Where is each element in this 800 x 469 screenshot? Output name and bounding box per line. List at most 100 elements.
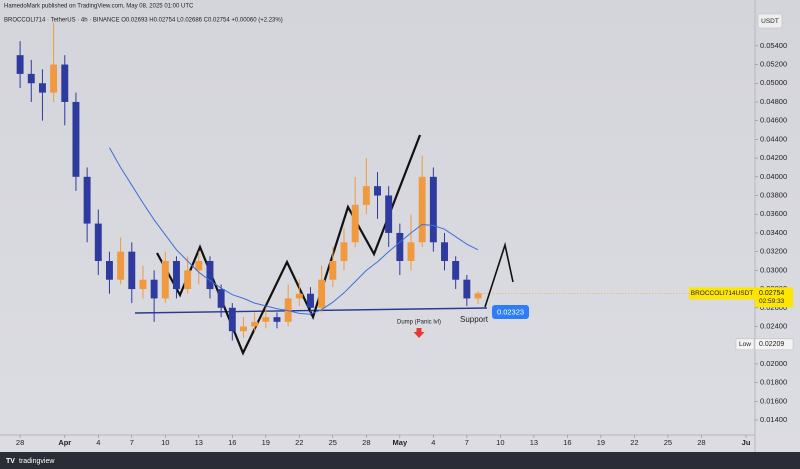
low-label: Low (739, 341, 751, 348)
y-tick-label: 0.03400 (760, 228, 787, 237)
x-tick-label: 13 (195, 438, 203, 447)
x-tick-label: 28 (697, 438, 705, 447)
candle-body (206, 261, 214, 290)
y-tick-label: 0.03200 (760, 247, 787, 256)
y-tick-label: 0.04800 (760, 97, 787, 106)
projection-path (484, 241, 514, 308)
candle-body (173, 261, 180, 290)
countdown: 02:59:33 (759, 298, 785, 305)
x-tick-label: 10 (496, 438, 504, 447)
y-tick-label: 0.04400 (760, 134, 787, 143)
y-tick-label: 0.01600 (760, 396, 787, 405)
low-price-tag (754, 338, 794, 351)
x-tick-label: Ju (742, 438, 751, 447)
candle-body (374, 186, 381, 196)
y-tick-label: 0.05400 (760, 41, 787, 50)
x-tick-label: 13 (530, 438, 538, 447)
support-label: Support (460, 315, 489, 324)
symbol-line: BROCCOLI714 · TetherUS · 4h · BINANCE O0… (4, 18, 283, 24)
y-tick-label: 0.05000 (760, 78, 787, 87)
x-tick-label: 28 (362, 438, 370, 447)
x-tick-label: 22 (295, 438, 303, 447)
candle-body (251, 321, 259, 327)
x-tick-label: 25 (664, 438, 672, 447)
candle-body (474, 293, 482, 299)
x-tick-label: 7 (130, 438, 134, 447)
publisher: HamedoMark published on TradingView.com,… (4, 4, 194, 10)
candle-body (61, 64, 69, 102)
candle-body (72, 101, 80, 177)
moving-average (109, 147, 479, 315)
y-tick-label: 0.02000 (760, 359, 787, 368)
candle-body (117, 251, 125, 280)
candle-body (184, 270, 192, 290)
candle-body (228, 307, 236, 332)
y-tick-label: 0.03600 (760, 209, 787, 218)
x-tick-label: May (393, 438, 408, 447)
candle-body (240, 326, 247, 332)
candle-body (273, 317, 281, 322)
candle-body (407, 242, 415, 261)
x-tick-label: 4 (431, 438, 435, 447)
y-tick-label: 0.02400 (760, 321, 787, 330)
y-tick-label: 0.01800 (760, 378, 787, 387)
candle-body (38, 83, 46, 93)
candle-body (83, 176, 91, 224)
x-tick-label: 19 (262, 438, 270, 447)
y-tick-label: 0.03800 (760, 191, 787, 200)
symbol-name: BROCCOLI714USDT (691, 290, 754, 297)
down-arrow (413, 328, 425, 338)
symbol-tag (689, 287, 755, 300)
candle-body (128, 251, 136, 290)
y-tick-label: 0.04000 (760, 172, 787, 181)
candle-body (27, 73, 35, 84)
low-price: 0.02209 (759, 341, 784, 348)
footer-logo: TV (6, 458, 15, 465)
y-tick-label: 0.01400 (760, 415, 787, 424)
x-tick-label: 10 (161, 438, 169, 447)
candle-body (396, 232, 404, 261)
candle-body (463, 279, 471, 299)
candle-body (385, 195, 393, 233)
y-tick-label: 0.04600 (760, 116, 787, 125)
price-tag (755, 287, 793, 308)
y-tick-label: 0.05200 (760, 60, 787, 69)
candle-body (418, 176, 426, 243)
x-tick-label: 7 (465, 438, 469, 447)
x-tick-label: 25 (329, 438, 337, 447)
footer-bar (0, 452, 800, 469)
x-tick-label: 22 (630, 438, 638, 447)
last-price: 0.02754 (759, 290, 784, 297)
y-tick-label: 0.04200 (760, 153, 787, 162)
candle-body (318, 279, 326, 308)
candle-body (150, 279, 158, 299)
x-tick-label: Apr (58, 438, 71, 447)
candle-body (195, 261, 203, 271)
candle-body (452, 261, 460, 280)
candle-body (351, 204, 359, 243)
candle-body (329, 261, 337, 280)
candle-body (161, 261, 169, 299)
support-price: 0.02323 (497, 307, 524, 316)
low-tag (735, 338, 755, 351)
candle-body (16, 55, 24, 74)
candle-body (441, 242, 448, 261)
footer-brand: tradingview (19, 458, 55, 465)
currency: USDT (761, 18, 779, 25)
candle-body (307, 293, 314, 308)
candle-body (50, 64, 58, 93)
candles (16, 22, 482, 341)
x-tick-label: 28 (16, 438, 24, 447)
x-tick-label: 16 (563, 438, 571, 447)
candle-body (94, 223, 102, 261)
candle-body (429, 176, 437, 243)
candle-body (262, 317, 270, 322)
candle-body (139, 279, 147, 290)
y-tick-label: 0.03000 (760, 265, 787, 274)
support-price-tag (492, 305, 529, 319)
candle-body (362, 186, 370, 205)
candle-body (340, 242, 348, 261)
candle-body (217, 289, 225, 308)
currency-box[interactable] (757, 13, 783, 29)
